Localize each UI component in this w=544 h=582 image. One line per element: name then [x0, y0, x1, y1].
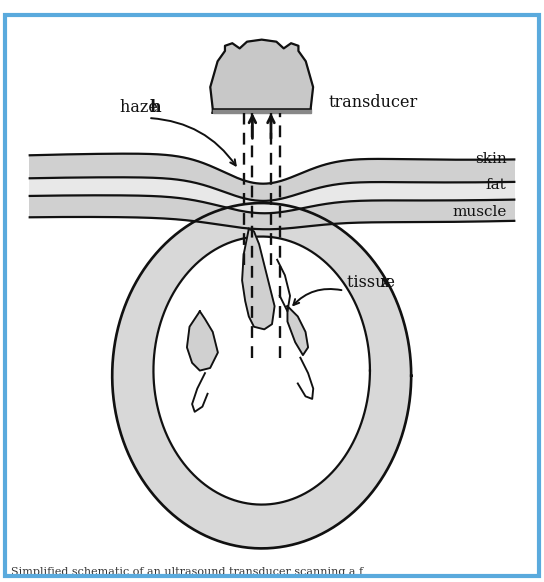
Polygon shape	[153, 236, 370, 505]
Polygon shape	[30, 178, 514, 213]
Polygon shape	[30, 154, 514, 201]
Polygon shape	[242, 229, 275, 329]
Polygon shape	[112, 203, 411, 548]
Text: muscle: muscle	[452, 205, 506, 219]
Text: h: h	[150, 99, 162, 116]
Polygon shape	[211, 40, 313, 113]
Polygon shape	[213, 109, 311, 113]
Text: haze: haze	[120, 99, 163, 116]
Polygon shape	[187, 311, 218, 371]
Text: fat: fat	[486, 178, 506, 192]
Polygon shape	[287, 306, 308, 355]
Text: x: x	[381, 275, 391, 292]
Text: transducer: transducer	[329, 94, 418, 111]
Text: skin: skin	[475, 152, 506, 166]
Text: tissue: tissue	[347, 275, 400, 292]
Polygon shape	[30, 196, 514, 229]
Text: Simplified schematic of an ultrasound transducer scanning a f: Simplified schematic of an ultrasound tr…	[11, 567, 363, 577]
